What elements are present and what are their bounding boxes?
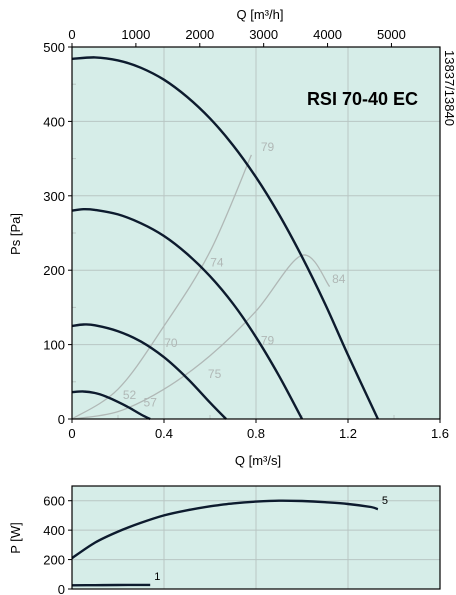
- efficiency-label: 74: [210, 255, 224, 269]
- power-curve: [71, 499, 379, 560]
- power-y-tick-label: 600: [43, 494, 65, 509]
- efficiency-label: 70: [164, 336, 178, 350]
- y-tick-label: 200: [43, 263, 65, 278]
- y-tick-label: 500: [43, 40, 65, 55]
- x2-tick-label: 3000: [249, 27, 278, 42]
- x-tick-label: 1.2: [339, 426, 357, 441]
- x-axis-label: Q [m³/s]: [235, 453, 281, 468]
- x2-tick-label: 1000: [121, 27, 150, 42]
- pressure-curves: [71, 56, 379, 421]
- x-tick-label: 0: [68, 426, 75, 441]
- power-tick-labels: 0 200 400 600: [43, 494, 65, 595]
- power-y-tick-label: 200: [43, 553, 65, 568]
- efficiency-label: 79: [261, 140, 275, 154]
- y-tick-label: 100: [43, 338, 65, 353]
- x2-axis-label: Q [m³/h]: [237, 7, 284, 22]
- power-frame: [71, 485, 441, 590]
- power-curve-label: 5: [382, 495, 388, 507]
- x2-tick-label: 2000: [185, 27, 214, 42]
- power-curves: 15: [71, 495, 388, 587]
- model-title: RSI 70-40 EC: [307, 89, 418, 109]
- y-tick-label: 0: [58, 412, 65, 427]
- power-curve-label: 1: [154, 571, 160, 583]
- product-code: 13837/13840: [442, 50, 456, 126]
- x2-tick-label: 0: [68, 27, 75, 42]
- pressure-curve: [71, 56, 379, 420]
- power-y-axis-label: P [W]: [8, 522, 23, 554]
- power-axes: [68, 485, 441, 590]
- y-tick-label: 400: [43, 114, 65, 129]
- power-y-tick-label: 0: [58, 582, 65, 595]
- x-tick-label: 1.6: [431, 426, 449, 441]
- main-grid: [72, 47, 440, 419]
- pressure-curve: [71, 390, 151, 421]
- main-axes: [68, 43, 441, 423]
- x2-tick-label: 5000: [377, 27, 406, 42]
- efficiency-label: 52: [123, 388, 137, 402]
- efficiency-labels: 52 57 70 75 74 79 79 84: [123, 140, 346, 409]
- efficiency-label: 75: [208, 367, 222, 381]
- efficiency-label: 84: [332, 272, 346, 286]
- x-tick-label: 0.4: [155, 426, 173, 441]
- y-axis-label: Ps [Pa]: [8, 213, 23, 255]
- y-tick-label: 300: [43, 189, 65, 204]
- efficiency-line: [71, 154, 252, 420]
- x2-tick-label: 4000: [313, 27, 342, 42]
- x-tick-label: 0.8: [247, 426, 265, 441]
- pressure-curve: [71, 207, 304, 420]
- efficiency-label: 57: [144, 395, 158, 409]
- pressure-curve: [71, 323, 227, 420]
- efficiency-label: 79: [261, 334, 275, 348]
- power-y-tick-label: 400: [43, 523, 65, 538]
